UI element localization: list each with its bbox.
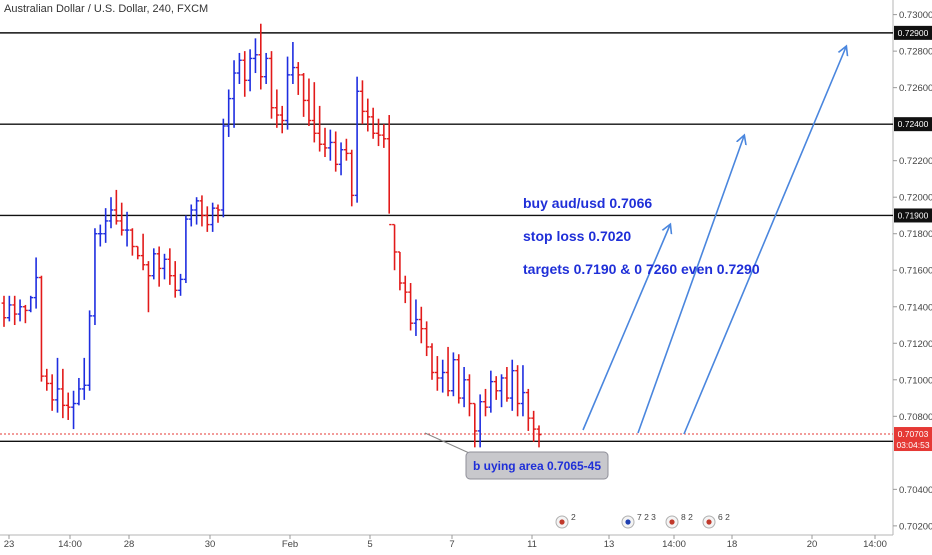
- trade-annotation-2: stop loss 0.7020: [523, 228, 631, 244]
- trade-annotation-1: buy aud/usd 0.7066: [523, 195, 652, 211]
- x-tick-label: Feb: [282, 539, 298, 550]
- event-marker-label: 6 2: [718, 512, 730, 522]
- event-marker-label: 8 2: [681, 512, 693, 522]
- x-tick-label: 23: [4, 539, 15, 550]
- y-tick-label: 0.71400: [899, 302, 932, 313]
- event-marker-label: 2: [571, 512, 576, 522]
- level-price-label: 0.72400: [898, 119, 929, 129]
- last-price-label: 0.70703: [898, 429, 929, 439]
- event-flag-dot: [706, 519, 712, 525]
- chart-title: Australian Dollar / U.S. Dollar, 240, FX…: [4, 3, 209, 15]
- x-tick-label: 30: [205, 539, 216, 550]
- y-tick-label: 0.70800: [899, 412, 932, 423]
- event-flag-dot: [559, 519, 565, 525]
- level-price-label: 0.71900: [898, 210, 929, 220]
- event-flag-dot: [669, 519, 675, 525]
- x-tick-label: 28: [124, 539, 135, 550]
- y-tick-label: 0.73000: [899, 10, 932, 21]
- level-price-tag: [894, 208, 932, 223]
- y-tick-label: 0.71200: [899, 339, 932, 350]
- target-arrow[interactable]: [637, 136, 744, 434]
- target-arrow[interactable]: [683, 47, 846, 435]
- x-tick-label: 14:00: [58, 539, 82, 550]
- y-tick-label: 0.72800: [899, 47, 932, 58]
- buying-area-callout[interactable]: [465, 451, 609, 480]
- countdown-label: 03:04:53: [896, 440, 929, 450]
- callout-label: b uying area 0.7065-45: [473, 459, 601, 473]
- trade-annotation-3: targets 0.7190 & 0 7260 even 0.7290: [523, 261, 760, 277]
- y-tick-label: 0.71000: [899, 375, 932, 386]
- x-tick-label: 14:00: [662, 539, 686, 550]
- y-tick-label: 0.72200: [899, 156, 932, 167]
- x-tick-label: 18: [727, 539, 738, 550]
- x-tick-label: 11: [527, 539, 537, 550]
- y-tick-label: 0.71800: [899, 229, 932, 240]
- target-arrow[interactable]: [582, 225, 670, 431]
- last-price-tag: [894, 427, 932, 452]
- x-tick-label: 13: [604, 539, 615, 550]
- y-tick-label: 0.71600: [899, 266, 932, 277]
- level-price-tag: [894, 25, 932, 40]
- y-tick-label: 0.72600: [899, 83, 932, 94]
- x-tick-label: 20: [807, 539, 818, 550]
- x-tick-label: 5: [367, 539, 372, 550]
- x-tick-label: 7: [449, 539, 454, 550]
- level-price-tag: [894, 117, 932, 132]
- y-tick-label: 0.70200: [899, 521, 932, 532]
- x-tick-label: 14:00: [863, 539, 887, 550]
- event-marker-label: 7 2 3: [637, 512, 656, 522]
- y-tick-label: 0.72000: [899, 193, 932, 204]
- y-tick-label: 0.70400: [899, 485, 932, 496]
- event-flag-dot: [625, 519, 631, 525]
- level-price-label: 0.72900: [898, 28, 929, 38]
